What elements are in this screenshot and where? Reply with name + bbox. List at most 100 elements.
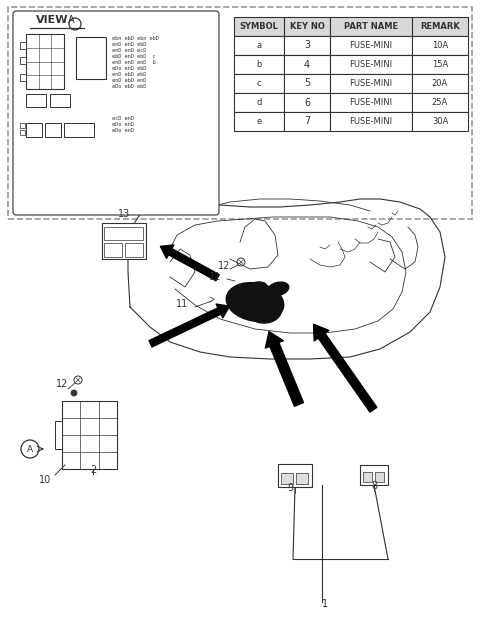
Bar — [20, 130, 25, 135]
Text: 9: 9 — [287, 483, 293, 493]
Text: PART NAME: PART NAME — [344, 22, 398, 31]
Text: 12: 12 — [218, 261, 230, 271]
Ellipse shape — [249, 301, 281, 323]
Bar — [234, 74, 284, 93]
Text: ebn ebD ebn ebD: ebn ebD ebn ebD — [112, 36, 159, 41]
Bar — [62, 401, 117, 469]
Text: enD enD enD  b: enD enD enD b — [112, 60, 156, 65]
Text: VIEW: VIEW — [36, 15, 68, 25]
Bar — [284, 93, 330, 112]
Text: eDo enD: eDo enD — [112, 123, 134, 128]
Text: FUSE-MINI: FUSE-MINI — [349, 98, 393, 107]
Bar — [284, 17, 330, 36]
Bar — [412, 93, 468, 112]
Text: A: A — [68, 15, 74, 25]
Bar — [20, 57, 26, 64]
FancyArrowPatch shape — [265, 331, 303, 406]
Text: REMARK: REMARK — [420, 22, 460, 31]
Circle shape — [71, 390, 77, 396]
Bar — [296, 473, 308, 484]
Bar — [375, 472, 384, 482]
Text: KEY NO: KEY NO — [289, 22, 324, 31]
Text: 10: 10 — [39, 475, 51, 485]
Text: eDo ebD ebD: eDo ebD ebD — [112, 85, 146, 89]
Text: 1: 1 — [322, 599, 328, 609]
Text: enD enD ebD: enD enD ebD — [112, 43, 146, 48]
FancyArrowPatch shape — [149, 304, 229, 347]
Bar — [330, 74, 412, 93]
Text: 13: 13 — [118, 209, 130, 219]
Bar — [234, 112, 284, 131]
Bar — [64, 123, 94, 137]
Bar — [330, 112, 412, 131]
Bar — [412, 36, 468, 55]
Text: 11: 11 — [209, 272, 221, 282]
Bar — [412, 74, 468, 93]
Bar — [104, 227, 143, 240]
Text: 8: 8 — [371, 481, 377, 491]
Ellipse shape — [229, 288, 254, 306]
Bar — [26, 123, 42, 137]
Text: FUSE-MINI: FUSE-MINI — [349, 41, 393, 50]
Bar — [234, 36, 284, 55]
Bar — [284, 112, 330, 131]
Bar — [20, 74, 26, 81]
Bar — [412, 17, 468, 36]
Text: ecD enD: ecD enD — [112, 115, 134, 120]
Text: 7: 7 — [304, 117, 310, 126]
Bar — [330, 17, 412, 36]
Text: 6: 6 — [304, 97, 310, 107]
Bar — [284, 74, 330, 93]
Text: 15A: 15A — [432, 60, 448, 69]
Text: FUSE-MINI: FUSE-MINI — [349, 60, 393, 69]
Text: enD ebD enD: enD ebD enD — [112, 78, 146, 83]
Bar — [26, 94, 46, 107]
Bar — [234, 55, 284, 74]
Text: SYMBOL: SYMBOL — [240, 22, 278, 31]
Ellipse shape — [226, 283, 284, 321]
Bar — [50, 94, 70, 107]
Text: 12: 12 — [56, 379, 68, 389]
Text: eDo enD: eDo enD — [112, 128, 134, 133]
Text: 4: 4 — [304, 59, 310, 70]
Bar — [26, 34, 64, 89]
Text: enD ebD ebD: enD ebD ebD — [112, 73, 146, 78]
Bar — [330, 55, 412, 74]
Text: 11: 11 — [176, 299, 188, 309]
Text: 3: 3 — [304, 41, 310, 51]
Text: FUSE-MINI: FUSE-MINI — [349, 79, 393, 88]
Bar — [76, 37, 106, 79]
Text: enD enD ecD: enD enD ecD — [112, 49, 146, 54]
Bar — [284, 36, 330, 55]
Text: 30A: 30A — [432, 117, 448, 126]
Ellipse shape — [249, 282, 267, 292]
Bar — [234, 93, 284, 112]
Bar — [8, 7, 472, 219]
Bar — [412, 112, 468, 131]
Bar — [125, 243, 143, 257]
Bar — [278, 464, 312, 487]
Text: c: c — [257, 79, 261, 88]
Text: e: e — [256, 117, 262, 126]
Text: 2: 2 — [90, 465, 96, 475]
Text: a: a — [256, 41, 262, 50]
Bar — [360, 465, 388, 485]
Bar — [363, 472, 372, 482]
Bar — [104, 243, 122, 257]
Bar — [20, 42, 26, 49]
FancyBboxPatch shape — [13, 11, 219, 215]
Bar — [281, 473, 293, 484]
FancyArrowPatch shape — [160, 245, 219, 281]
Bar — [412, 55, 468, 74]
Text: 20A: 20A — [432, 79, 448, 88]
Bar — [102, 223, 146, 259]
Text: 10A: 10A — [432, 41, 448, 50]
FancyArrowPatch shape — [313, 325, 377, 412]
Ellipse shape — [267, 282, 289, 296]
Bar — [20, 123, 25, 128]
Text: A: A — [27, 444, 33, 453]
Text: eDo enD ebD: eDo enD ebD — [112, 67, 146, 72]
Bar — [55, 421, 62, 449]
Bar — [45, 123, 61, 137]
Text: FUSE-MINI: FUSE-MINI — [349, 117, 393, 126]
